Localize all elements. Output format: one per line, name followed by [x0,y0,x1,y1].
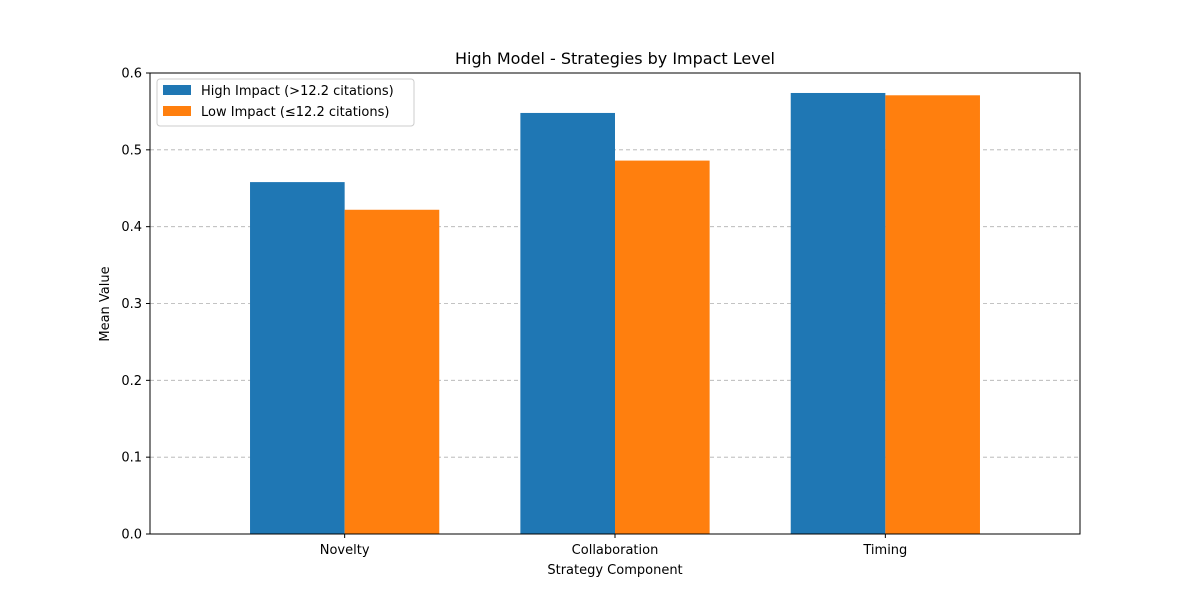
bar-low-impact-collaboration [615,160,710,534]
legend-swatch-high-impact [163,85,191,95]
y-axis-label: Mean Value [98,266,113,341]
y-tick-label: 0.2 [121,374,142,389]
legend-swatch-low-impact [163,106,191,116]
legend: High Impact (>12.2 citations) Low Impact… [156,78,415,127]
bar-low-impact-novelty [344,209,440,534]
y-tick-label: 0.1 [121,451,142,466]
legend-label-high-impact: High Impact (>12.2 citations) [201,84,394,99]
bar-low-impact-timing [885,95,980,534]
legend-label-low-impact: Low Impact (≤12.2 citations) [201,105,389,120]
y-tick-label: 0.3 [121,297,142,312]
chart-title: High Model - Strategies by Impact Level [455,49,775,68]
bar-high-impact-timing [790,92,886,534]
x-tick-label: Timing [862,543,907,558]
x-axis-ticks: Novelty Collaboration Timing [320,534,907,558]
legend-box [156,78,415,127]
x-tick-label: Novelty [320,543,370,558]
y-axis-ticks: 0.0 0.1 0.2 0.3 0.4 0.5 0.6 [121,67,150,543]
y-tick-label: 0.6 [121,67,142,82]
x-axis-label: Strategy Component [547,563,682,578]
x-tick-label: Collaboration [572,543,659,558]
y-tick-label: 0.0 [121,528,142,543]
y-tick-label: 0.5 [121,143,142,158]
y-tick-label: 0.4 [121,220,142,235]
bar-high-impact-collaboration [520,112,615,534]
bar-high-impact-novelty [250,182,345,534]
bars [250,92,980,534]
